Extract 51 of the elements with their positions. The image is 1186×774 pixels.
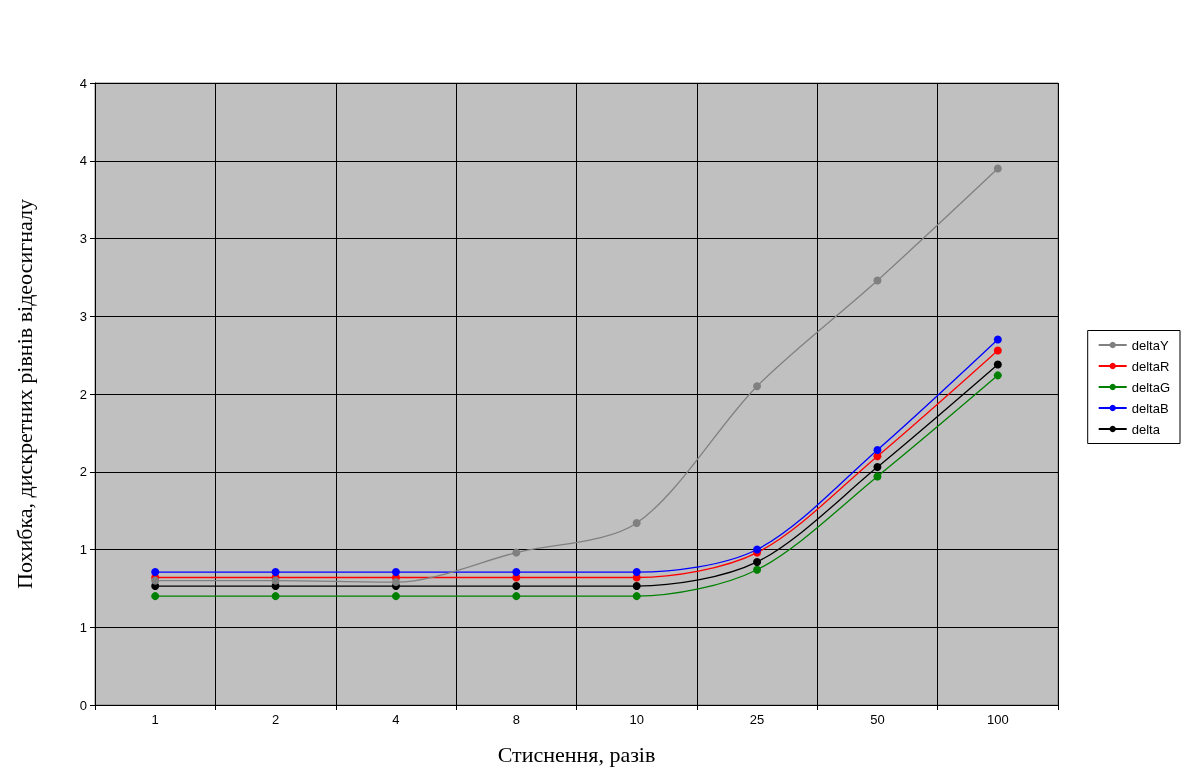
point bbox=[873, 445, 882, 454]
y-tick-label: 2 bbox=[79, 386, 87, 402]
point bbox=[632, 582, 641, 591]
point bbox=[512, 548, 521, 557]
x-tick-label: 50 bbox=[870, 712, 885, 727]
y-tick-label: 0 bbox=[79, 697, 87, 713]
point bbox=[753, 565, 762, 574]
x-axis-title: Стиснення, разів bbox=[497, 741, 656, 767]
point bbox=[753, 557, 762, 566]
point bbox=[271, 592, 280, 601]
legend-label: deltaB bbox=[1131, 400, 1169, 416]
point bbox=[632, 519, 641, 528]
point bbox=[512, 568, 521, 577]
point bbox=[873, 472, 882, 481]
point bbox=[753, 382, 762, 391]
x-tick-label: 1 bbox=[151, 712, 159, 727]
point bbox=[993, 360, 1002, 369]
y-tick-label: 2 bbox=[79, 464, 87, 480]
y-tick-label: 1 bbox=[79, 619, 87, 635]
y-tick-label: 3 bbox=[79, 308, 87, 324]
point bbox=[271, 568, 280, 577]
y-tick-label: 4 bbox=[79, 75, 87, 91]
legend-label: delta bbox=[1131, 421, 1161, 437]
point bbox=[993, 371, 1002, 380]
point bbox=[151, 592, 160, 601]
y-tick-label: 1 bbox=[79, 542, 87, 557]
point bbox=[993, 164, 1002, 173]
point bbox=[512, 592, 521, 601]
point bbox=[391, 592, 400, 601]
x-tick-label: 2 bbox=[271, 712, 280, 727]
point bbox=[151, 568, 160, 577]
x-tick-label: 4 bbox=[392, 712, 400, 727]
point bbox=[512, 582, 521, 591]
x-tick-label: 10 bbox=[629, 712, 644, 727]
x-tick-label: 8 bbox=[512, 712, 520, 727]
legend-label: deltaY bbox=[1131, 337, 1169, 353]
y-tick-label: 3 bbox=[79, 231, 87, 246]
point bbox=[993, 335, 1002, 344]
point bbox=[873, 276, 882, 285]
x-tick-label: 25 bbox=[749, 712, 765, 727]
point bbox=[391, 568, 400, 577]
x-tick-label: 100 bbox=[986, 712, 1009, 727]
point bbox=[873, 463, 882, 472]
point bbox=[993, 346, 1002, 355]
point bbox=[632, 568, 641, 577]
legend-label: deltaR bbox=[1131, 358, 1170, 374]
legend-label: deltaG bbox=[1131, 379, 1171, 395]
y-tick-label: 4 bbox=[79, 153, 87, 169]
point bbox=[632, 592, 641, 601]
point bbox=[391, 578, 400, 587]
y-axis-title: Похибка, дискретних рівнів відеосигналу bbox=[11, 199, 37, 589]
